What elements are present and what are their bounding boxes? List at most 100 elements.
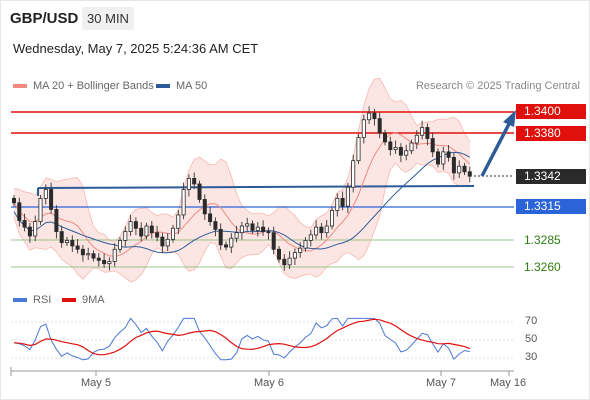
- candle-body: [351, 160, 356, 188]
- candle-body: [266, 231, 271, 234]
- candle-body: [340, 197, 345, 207]
- candle-body: [255, 226, 260, 231]
- rsi-tick-50: 50: [525, 333, 538, 345]
- legend-ma20-label: MA 20 + Bollinger Bands: [33, 80, 154, 92]
- rsi-ma-legend-label: 9MA: [82, 294, 105, 306]
- candle-body: [435, 151, 440, 165]
- rsi-ma-legend: 9MA: [62, 294, 105, 306]
- candle-body: [367, 112, 372, 121]
- candle-body: [345, 186, 350, 207]
- bollinger-band: [14, 78, 470, 282]
- current-price-tag: 1.3342: [516, 169, 586, 184]
- candlestick-series: [11, 106, 472, 271]
- candle-body: [441, 151, 446, 165]
- candle-body: [409, 142, 414, 152]
- candle-body: [467, 171, 472, 177]
- candle-body: [11, 197, 16, 204]
- chart-timestamp: Wednesday, May 7, 2025 5:24:36 AM CET: [13, 41, 259, 56]
- candle-body: [213, 221, 218, 230]
- candle-body: [43, 189, 48, 199]
- candle-body: [186, 178, 191, 190]
- candle-body: [17, 202, 22, 221]
- candle-body: [218, 228, 223, 246]
- candle-body: [155, 232, 160, 238]
- rsi-ma-swatch-icon: [62, 298, 76, 302]
- candle-body: [202, 199, 207, 215]
- candle-body: [250, 223, 255, 231]
- candle-body: [298, 247, 303, 254]
- candle-body: [420, 127, 425, 136]
- candle-body: [176, 214, 181, 229]
- candle-body: [377, 118, 382, 134]
- date-label-may6: May 6: [254, 377, 284, 389]
- candle-body: [398, 147, 403, 156]
- rsi-swatch-icon: [13, 298, 27, 302]
- candle-body: [335, 197, 340, 211]
- legend-ma50: MA 50: [156, 80, 207, 92]
- candle-body: [197, 183, 202, 200]
- candle-body: [38, 197, 43, 223]
- rsi-line: [13, 317, 470, 361]
- candle-body: [292, 252, 297, 259]
- candle-body: [181, 189, 186, 216]
- price-tag-1.3380: 1.3380: [516, 126, 586, 141]
- ma20-swatch-icon: [13, 84, 27, 88]
- candle-body: [70, 240, 75, 247]
- bollinger-lower: [13, 162, 470, 283]
- rsi-legend-label: RSI: [33, 294, 52, 306]
- candle-body: [329, 210, 334, 227]
- candle-body: [80, 248, 85, 256]
- rsi-tick-30: 30: [525, 351, 538, 363]
- symbol-title: GBP/USD: [10, 10, 79, 27]
- candle-body: [118, 240, 123, 250]
- candle-body: [425, 127, 430, 139]
- candle-body: [160, 236, 165, 247]
- candle-body: [208, 213, 213, 223]
- candle-body: [388, 141, 393, 151]
- price-tag-1.3400: 1.3400: [516, 104, 586, 119]
- candle-body: [414, 134, 419, 144]
- candle-body: [457, 165, 462, 174]
- candle-body: [192, 178, 197, 185]
- candle-body: [271, 232, 276, 250]
- bollinger-upper: [13, 77, 471, 243]
- candle-body: [229, 237, 234, 248]
- rsi-tick-70: 70: [525, 315, 538, 327]
- date-label-may7: May 7: [426, 377, 456, 389]
- candle-body: [223, 244, 228, 248]
- candle-body: [91, 253, 96, 259]
- candle-body: [112, 248, 117, 262]
- candle-body: [65, 240, 70, 244]
- candle-body: [234, 232, 239, 239]
- candle-body: [382, 132, 387, 143]
- legend-ma50-label: MA 50: [176, 80, 208, 92]
- price-tag-1.3260: 1.3260: [524, 260, 561, 274]
- candle-body: [27, 226, 32, 237]
- candle-body: [372, 112, 377, 120]
- trendline: [37, 185, 475, 189]
- candle-body: [430, 138, 435, 153]
- date-label-may5: May 5: [81, 377, 111, 389]
- candle-body: [59, 231, 64, 244]
- candle-body: [133, 221, 138, 229]
- candle-body: [102, 259, 107, 265]
- legend-ma20: MA 20 + Bollinger Bands: [13, 80, 154, 92]
- price-tag-1.3285: 1.3285: [524, 233, 561, 247]
- candle-body: [139, 227, 144, 237]
- candle-body: [49, 189, 54, 210]
- candle-body: [33, 221, 38, 237]
- candle-body: [446, 151, 451, 158]
- candle-body: [356, 137, 361, 162]
- candle-body: [75, 245, 80, 250]
- candle-body: [314, 226, 319, 236]
- chart-header: GBP/USD 30 MIN: [0, 0, 590, 34]
- candle-body: [282, 258, 287, 266]
- candle-body: [393, 147, 398, 151]
- forecast-arrow: [480, 121, 512, 177]
- rsi-legend: RSI: [13, 294, 51, 306]
- candle-body: [54, 209, 59, 232]
- candle-body: [86, 253, 91, 256]
- research-credit: Research © 2025 Trading Central: [415, 80, 580, 92]
- candle-body: [451, 156, 456, 174]
- timeframe-badge[interactable]: 30 MIN: [82, 7, 134, 30]
